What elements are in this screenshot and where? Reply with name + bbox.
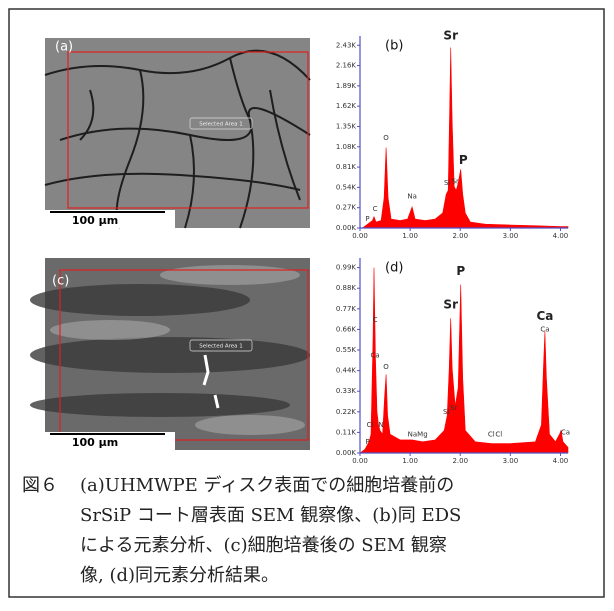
peak-label: P (459, 153, 468, 167)
y-tick-label: 1.35K (336, 122, 357, 130)
chart-title: (d) (385, 261, 403, 276)
peak-label: Sr (450, 404, 457, 412)
y-tick-label: 0.54K (336, 183, 357, 191)
peak-label: Si (444, 179, 450, 187)
peak-label: Sr (443, 298, 458, 312)
caption-line: (a)UHMWPE ディスク表面での細胞培養前の (80, 475, 454, 496)
y-tick-label: 0.88K (336, 284, 357, 292)
chart-title: (b) (385, 39, 403, 54)
peak-label: Cl (367, 421, 374, 429)
peak-label: O (383, 363, 389, 371)
caption-line: SrSiP コート層表面 SEM 観察像、(b)同 EDS (80, 505, 461, 526)
peak-label: C (373, 316, 378, 324)
x-tick-label: 1.00 (402, 457, 418, 465)
x-tick-label: 3.00 (503, 232, 519, 240)
y-tick-label: 0.99K (336, 264, 357, 272)
y-tick-label: 2.16K (336, 62, 357, 70)
peak-label: N (378, 421, 383, 429)
peak-label: Ca (370, 352, 379, 360)
panel-label: (a) (55, 40, 73, 55)
x-tick-label: 4.00 (553, 232, 569, 240)
peak-label: Ca (561, 428, 570, 436)
y-tick-label: 0.44K (336, 367, 357, 375)
y-tick-label: 0.33K (336, 387, 357, 395)
y-tick-label: 0.81K (336, 163, 357, 171)
x-tick-label: 0.00 (352, 232, 368, 240)
peak-label: C (373, 205, 378, 213)
peak-label: NaMg (408, 430, 428, 438)
region-label: Selected Area 1 (199, 122, 243, 128)
sem-image-a: Selected Area 1 (a) 100 μm (45, 38, 310, 228)
x-tick-label: 0.00 (352, 457, 368, 465)
peak-label: Ca (540, 325, 549, 333)
y-tick-label: 0.27K (336, 204, 357, 212)
peak-label: Cl (495, 430, 502, 438)
y-tick-label: 1.08K (336, 143, 357, 151)
y-tick-label: 0.00K (336, 449, 357, 457)
x-tick-label: 4.00 (553, 457, 569, 465)
y-tick-label: 0.66K (336, 325, 357, 333)
peak-label: Si (443, 408, 449, 416)
y-tick-label: 2.43K (336, 41, 357, 49)
peak-label: P (365, 438, 369, 446)
y-tick-label: 0.55K (336, 346, 357, 354)
caption-label: 図６ (22, 475, 58, 496)
region-label: Selected Area 1 (199, 344, 243, 350)
peak-label: P (365, 215, 369, 223)
y-tick-label: 1.62K (336, 102, 357, 110)
sem-image-c: Selected Area 1 (c) 100 μm (30, 258, 310, 450)
y-tick-label: 0.11K (336, 428, 357, 436)
peak-label: Sr (443, 29, 458, 43)
scale-bar-label: 100 μm (72, 436, 118, 449)
peak-label: Cl (488, 430, 495, 438)
y-tick-label: 0.22K (336, 408, 357, 416)
peak-label: Na (407, 192, 417, 200)
x-tick-label: 3.00 (503, 457, 519, 465)
x-tick-label: 2.00 (452, 232, 468, 240)
scale-bar-label: 100 μm (72, 214, 118, 227)
peak-label: Ca (536, 309, 553, 323)
peak-label: O (383, 134, 389, 142)
plot-area (360, 40, 568, 228)
x-tick-label: 1.00 (402, 232, 418, 240)
y-tick-label: 1.89K (336, 82, 357, 90)
panel-label: (c) (52, 274, 69, 289)
figure: Selected Area 1 (a) 100 μm Selected Area… (0, 0, 614, 607)
x-tick-label: 2.00 (452, 457, 468, 465)
peak-label: Sr (452, 177, 459, 185)
y-tick-label: 0.00K (336, 224, 357, 232)
caption-line: 像, (d)同元素分析結果。 (80, 565, 279, 586)
y-tick-label: 0.77K (336, 305, 357, 313)
peak-label: P (456, 264, 465, 278)
caption-line: による元素分析、(c)細胞培養後の SEM 観察 (80, 535, 447, 556)
